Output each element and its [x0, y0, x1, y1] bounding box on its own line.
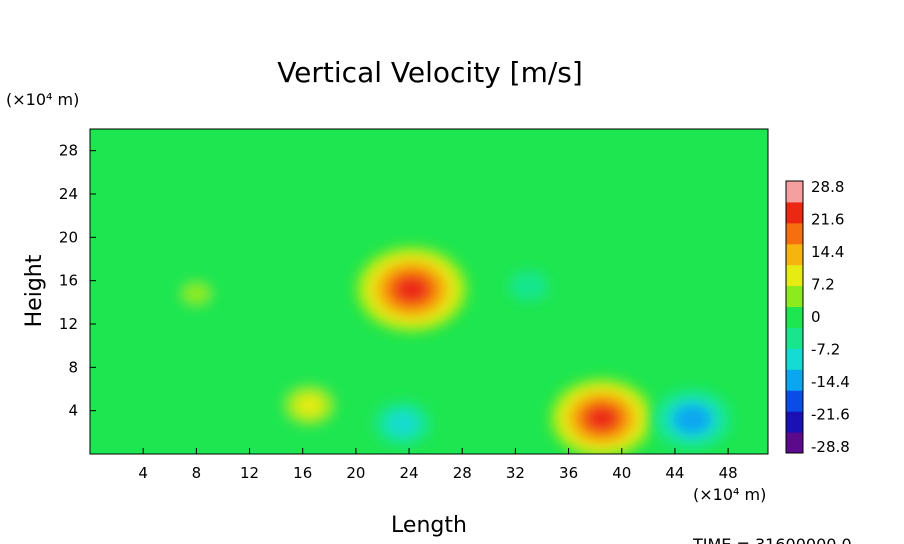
colorbar-segment [786, 243, 803, 266]
field-feature [505, 267, 553, 305]
colorbar-tick-label: 0 [811, 308, 821, 326]
y-tick-label: 4 [68, 402, 78, 420]
colorbar-tick-label: -21.6 [811, 406, 850, 424]
x-tick-label: 12 [240, 464, 259, 482]
field-contour [300, 398, 319, 413]
colorbar-segment [786, 369, 803, 391]
field-feature [549, 377, 655, 454]
field-contour [586, 406, 618, 431]
colorbar-segment [786, 348, 803, 370]
colorbar-segment [786, 222, 803, 245]
colorbar-segment [786, 390, 803, 412]
colorbar-segment [786, 432, 803, 454]
field-contour [395, 276, 429, 303]
y-unit-label: (×10⁴ m) [6, 90, 79, 109]
colorbar-tick-label: 21.6 [811, 211, 844, 229]
plot-frame [89, 128, 769, 455]
field-contour [392, 415, 413, 432]
field-contour [521, 280, 536, 292]
y-tick-label: 28 [59, 142, 78, 160]
time-footer: TIME = 31600000.0 [692, 535, 852, 544]
colorbar-segment [786, 411, 803, 433]
colorbar-tick-label: 7.2 [811, 276, 835, 294]
colorbar-tick-label: -7.2 [811, 341, 840, 359]
field-feature [355, 245, 469, 333]
field-feature [174, 277, 218, 311]
colorbar-tick-label: 14.4 [811, 243, 844, 261]
x-tick-label: 8 [192, 464, 202, 482]
x-unit-label: (×10⁴ m) [693, 485, 766, 504]
y-tick-label: 20 [59, 228, 78, 246]
field-contour [680, 410, 704, 429]
x-axis-label: Length [391, 513, 467, 538]
y-tick-label: 24 [59, 185, 78, 203]
x-tick-label: 48 [719, 464, 738, 482]
colorbar-frame [785, 180, 804, 454]
x-tick-label: 36 [559, 464, 578, 482]
y-tick-label: 12 [59, 315, 78, 333]
x-axis-ticks: 4 8 12 16 20 24 28 32 36 40 44 48 [138, 448, 738, 482]
y-axis-ticks: 4 8 12 16 20 24 28 [59, 142, 96, 420]
x-tick-label: 24 [400, 464, 419, 482]
y-tick-label: 8 [68, 358, 78, 376]
x-tick-label: 40 [612, 464, 631, 482]
y-axis-label: Height [22, 254, 47, 327]
field-contour [190, 288, 203, 299]
x-tick-label: 16 [293, 464, 312, 482]
colorbar-tick-label: -14.4 [811, 373, 850, 391]
colorbar-tick-label: 28.8 [811, 178, 844, 196]
colorbar-segment [786, 201, 803, 224]
y-tick-label: 16 [59, 272, 78, 290]
field-feature [652, 388, 733, 451]
x-tick-label: 28 [453, 464, 472, 482]
x-tick-label: 32 [506, 464, 525, 482]
plot-area [90, 129, 768, 454]
colorbar-segment [786, 285, 803, 308]
x-tick-label: 44 [665, 464, 684, 482]
field-feature [279, 382, 340, 429]
colorbar-segment [786, 181, 803, 203]
chart-title: Vertical Velocity [m/s] [277, 56, 583, 89]
colorbar-segment [786, 327, 803, 349]
colorbar: 28.8 21.6 14.4 7.2 0 -7.2 -14.4 -21.6 -28.8 [785, 178, 850, 456]
colorbar-tick-label: -28.8 [811, 438, 850, 456]
x-tick-label: 4 [138, 464, 148, 482]
field-feature [368, 397, 437, 450]
colorbar-segment [786, 264, 803, 287]
x-tick-label: 20 [346, 464, 365, 482]
colorbar-segment [786, 306, 803, 328]
